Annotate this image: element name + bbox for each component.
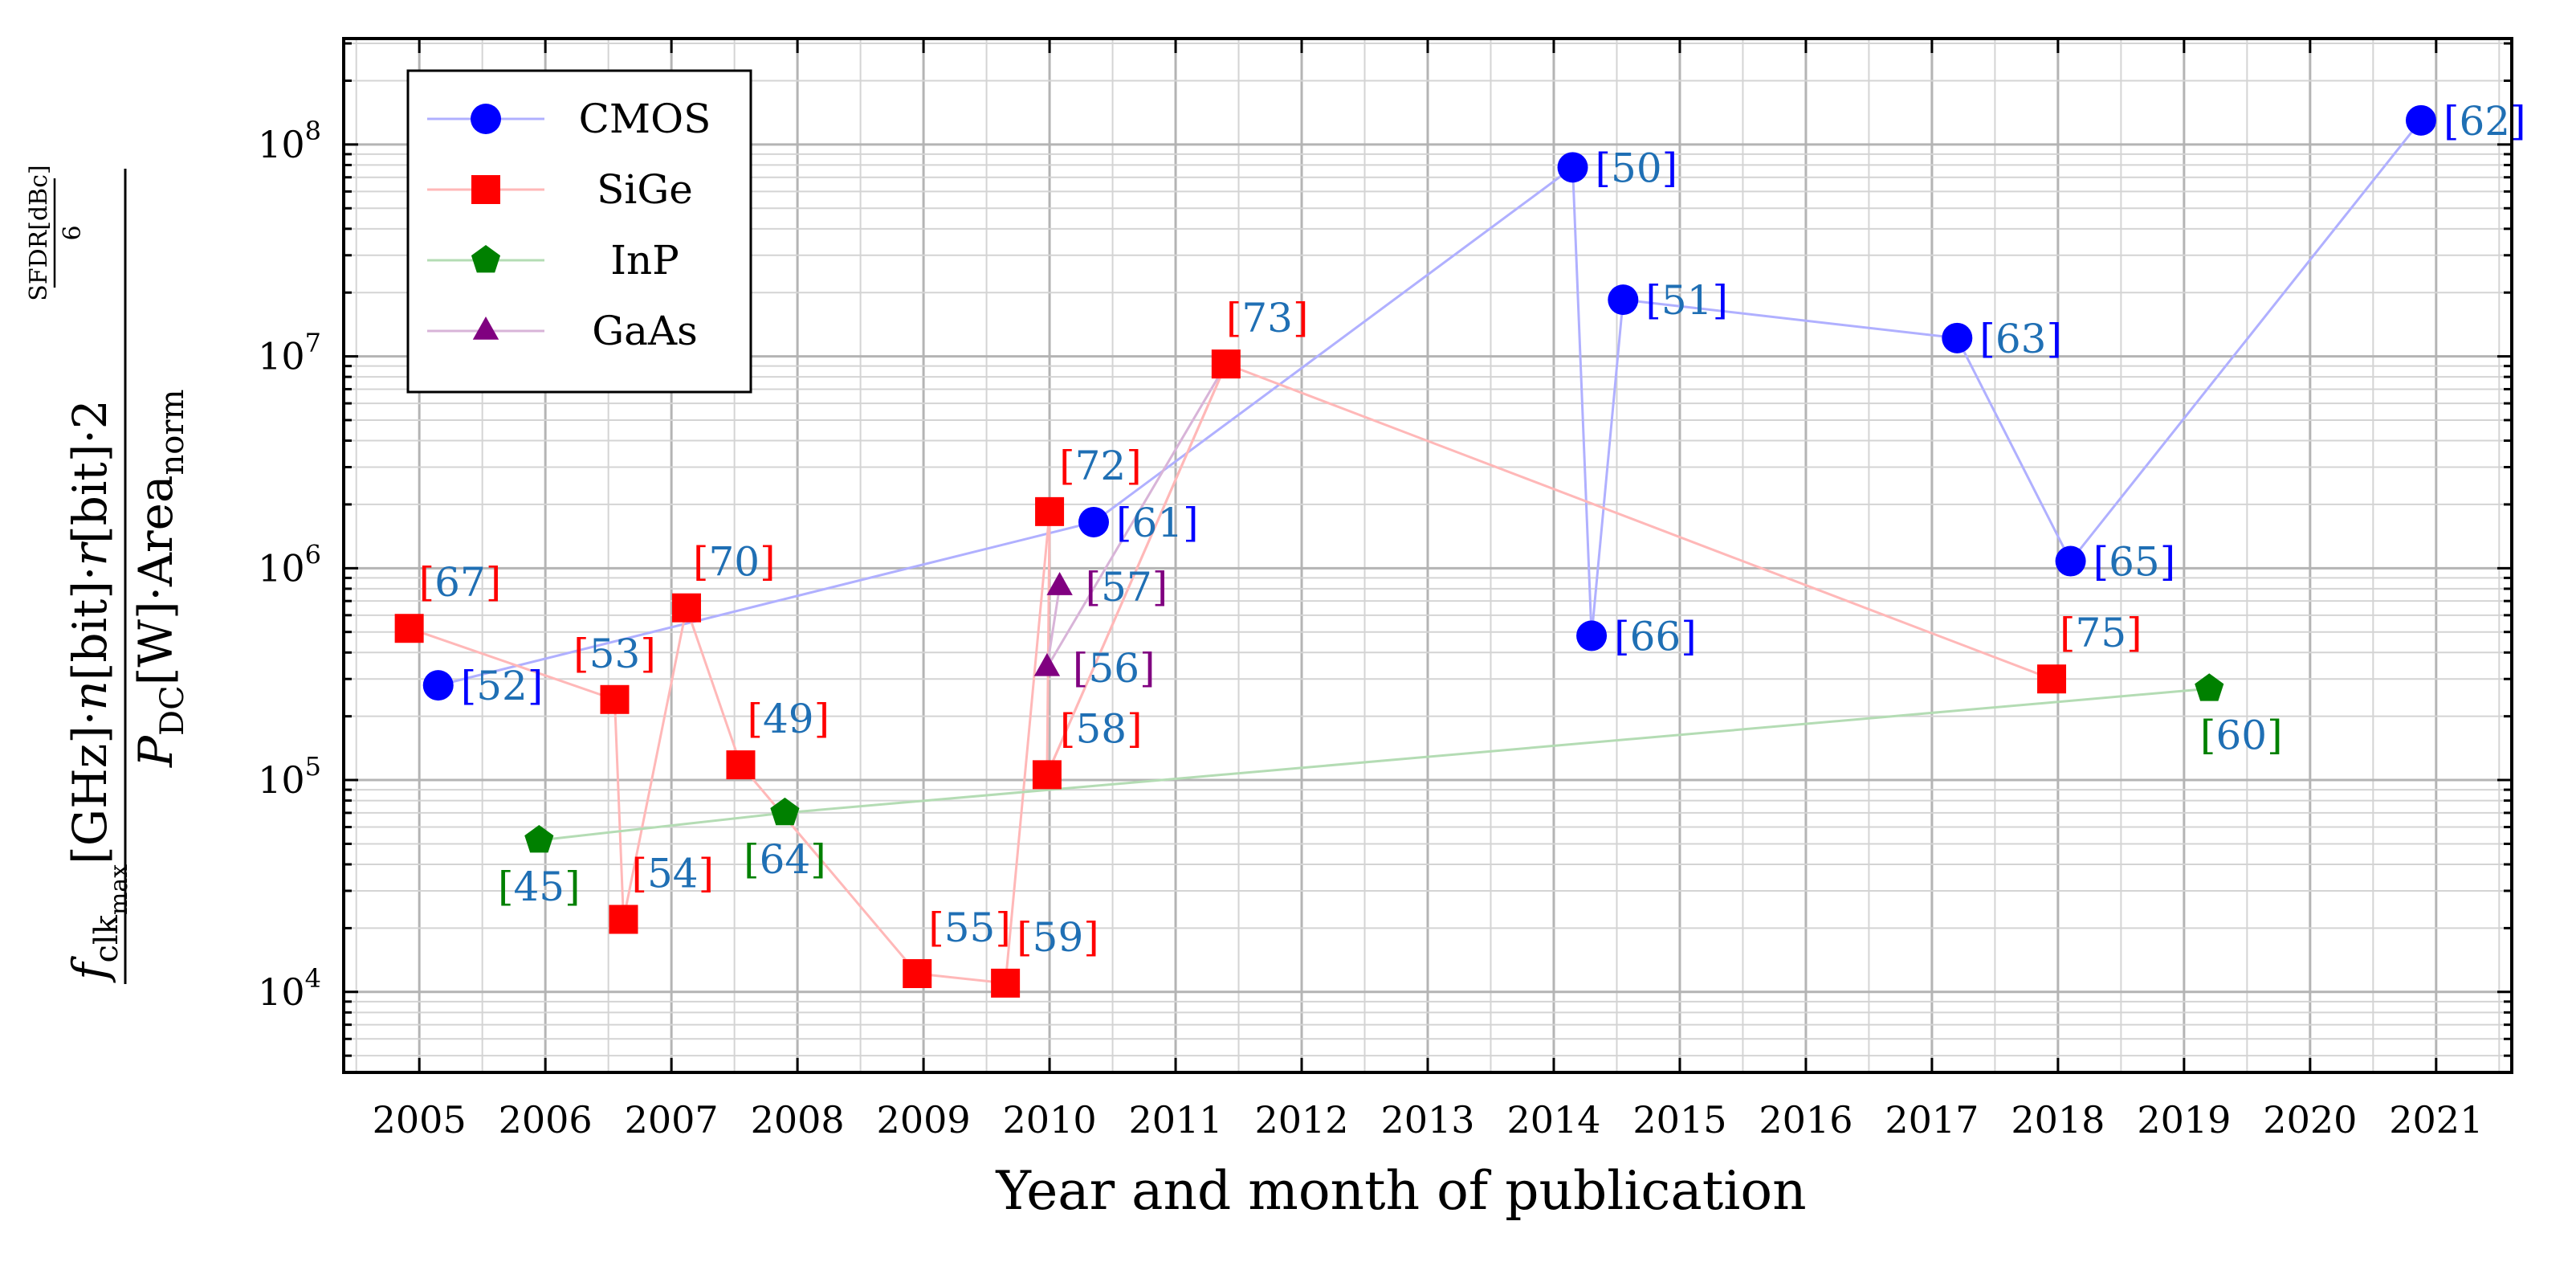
x-tick-label: 2010: [1003, 1098, 1097, 1142]
marker-inp: [770, 797, 800, 826]
marker-sige: [903, 959, 932, 989]
point-label: [63]: [1979, 316, 2062, 362]
marker-cmos: [1942, 322, 1973, 353]
series-lines: [409, 119, 2423, 985]
legend-marker-gaas: [472, 317, 499, 340]
marker-cmos: [1557, 152, 1588, 183]
x-tick-label: 2018: [2011, 1098, 2105, 1142]
marker-cmos: [2055, 545, 2086, 577]
series-line-gaas: [1045, 586, 1062, 668]
point-label: [56]: [1073, 645, 1156, 692]
marker-sige: [600, 684, 630, 714]
x-tick-label: 2011: [1129, 1098, 1223, 1142]
point-label: [62]: [2444, 98, 2526, 145]
point-label: [67]: [419, 559, 502, 606]
x-tick-label: 2005: [373, 1098, 467, 1142]
point-label: [64]: [744, 836, 826, 883]
y-tick-label: 104: [258, 963, 321, 1014]
point-label: [60]: [2200, 712, 2283, 758]
tick-labels: 2005 2006 2007 2008 2009 2010 2011 2012 2013 2014…: [258, 116, 2483, 1142]
marker-inp: [2195, 673, 2224, 701]
y-tick-label: 106: [258, 539, 321, 590]
point-label: [53]: [573, 631, 656, 677]
point-label: [57]: [1086, 564, 1168, 611]
x-tick-label: 2017: [1885, 1098, 1979, 1142]
marker-sige: [609, 905, 638, 934]
series-markers: [394, 104, 2436, 998]
svg-text:PDC[W]·Areanorm: PDC[W]·Areanorm: [128, 390, 191, 768]
legend-label-inp: InP: [610, 237, 679, 284]
point-label: [52]: [461, 663, 544, 709]
marker-sige: [1211, 349, 1241, 379]
legend-box: [406, 69, 752, 394]
y-tick-label: 108: [258, 116, 321, 166]
point-label: [75]: [2060, 610, 2142, 656]
point-label: [49]: [747, 696, 829, 742]
legend-label-sige: SiGe: [597, 166, 693, 213]
marker-inp: [524, 824, 554, 853]
x-tick-label: 2008: [751, 1098, 845, 1142]
y-tick-label: 107: [258, 328, 321, 378]
marker-cmos: [1576, 620, 1608, 651]
legend-label-cmos: CMOS: [579, 96, 711, 142]
y-tick-label: 105: [258, 751, 321, 802]
point-label: [51]: [1645, 277, 1728, 324]
legend-marker-cmos: [471, 104, 501, 134]
y-axis-title: fclkmax[GHz]·n[bit]·r[bit]·2 SFDR[dBc] 6…: [25, 165, 191, 984]
ylabel-exp-num: SFDR[dBc]: [25, 165, 53, 300]
point-label: [58]: [1060, 705, 1143, 752]
svg-text:fclkmax[GHz]·n[bit]·r[bit]·2: fclkmax[GHz]·n[bit]·r[bit]·2: [63, 399, 133, 983]
point-label: [50]: [1596, 145, 1678, 191]
x-axis-title: Year and month of publication: [995, 1160, 1806, 1222]
x-tick-label: 2012: [1254, 1098, 1348, 1142]
x-tick-label: 2021: [2389, 1098, 2483, 1142]
x-tick-label: 2006: [499, 1098, 593, 1142]
series-line-sige: [1045, 363, 1228, 775]
series-line-gaas: [1045, 363, 1228, 668]
marker-sige: [726, 750, 756, 780]
legend-marker-sige: [471, 175, 500, 204]
marker-sige: [671, 593, 701, 623]
marker-sige: [1035, 496, 1065, 526]
x-tick-label: 2016: [1759, 1098, 1853, 1142]
legend-marker-inp: [471, 245, 501, 273]
marker-sige: [991, 968, 1021, 998]
legend: CMOS SiGe InP GaAs: [406, 69, 752, 394]
point-labels: [52] [61] [50] [66] [51] [63] [65] [62] [67] [53]…: [419, 98, 2526, 961]
x-tick-label: 2009: [877, 1098, 971, 1142]
marker-gaas: [1046, 572, 1073, 595]
x-tick-label: 2007: [625, 1098, 719, 1142]
marker-sige: [394, 614, 424, 643]
ylabel-exp-den: 6: [59, 225, 87, 240]
point-label: [73]: [1226, 295, 1309, 341]
marker-cmos: [2405, 104, 2436, 136]
legend-label-gaas: GaAs: [592, 308, 698, 354]
marker-cmos: [422, 670, 454, 701]
point-label: [65]: [2093, 539, 2176, 586]
point-label: [55]: [928, 905, 1011, 951]
point-label: [45]: [498, 864, 581, 910]
marker-gaas: [1033, 652, 1061, 676]
point-label: [70]: [693, 539, 776, 586]
x-tick-label: 2014: [1506, 1098, 1600, 1142]
marker-cmos: [1608, 284, 1639, 316]
point-label: [61]: [1116, 500, 1199, 546]
x-tick-label: 2020: [2263, 1098, 2357, 1142]
point-label: [54]: [631, 850, 714, 896]
point-label: [59]: [1017, 914, 1099, 961]
axes: [342, 37, 2513, 1074]
marker-sige: [2037, 664, 2067, 694]
x-tick-label: 2015: [1632, 1098, 1726, 1142]
point-label: [66]: [1614, 613, 1697, 660]
ylabel-p: P: [128, 735, 183, 768]
point-label: [72]: [1059, 443, 1142, 489]
x-tick-label: 2013: [1380, 1098, 1474, 1142]
marker-cmos: [1078, 506, 1110, 537]
x-tick-label: 2019: [2137, 1098, 2231, 1142]
marker-sige: [1032, 760, 1062, 790]
series-line-cmos: [438, 119, 2423, 687]
